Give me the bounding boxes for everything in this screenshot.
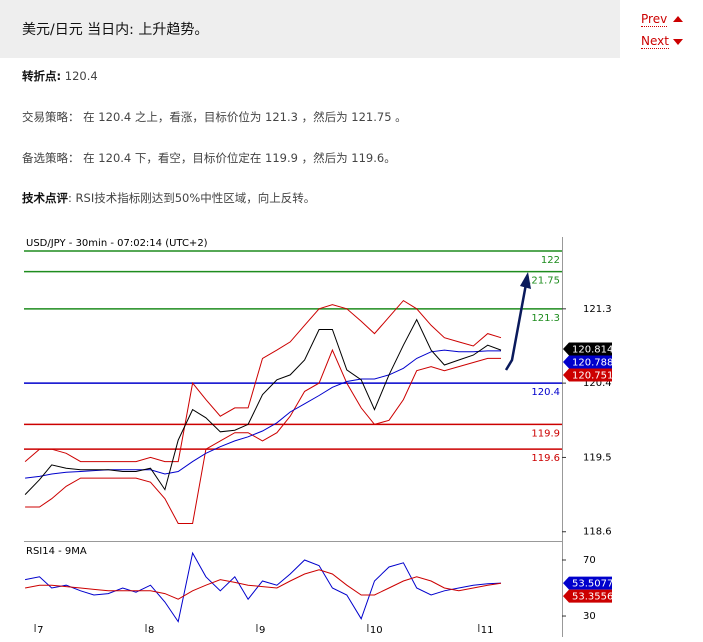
x-tick-label: 8 xyxy=(148,625,154,636)
alternative: 备选策略： 在 120.4 下，看空，目标价位定在 119.9 ，然后为 119… xyxy=(22,151,396,165)
forecast-arrowhead xyxy=(520,272,531,289)
pivot-text: 120.4 xyxy=(64,69,98,83)
price-tag xyxy=(563,368,612,382)
x-tick-label: 11 xyxy=(481,625,494,636)
level-label: 120.4 xyxy=(531,387,560,398)
price-tag xyxy=(563,342,612,356)
prev-icon xyxy=(673,16,683,22)
pivot: 转折点: 120.4 xyxy=(22,68,98,84)
series-line xyxy=(25,551,502,623)
level-label: 122 xyxy=(541,255,560,266)
price-tag xyxy=(563,576,612,590)
y-tick-label: 119.5 xyxy=(583,452,612,463)
level-label: 119.9 xyxy=(531,428,560,439)
y-tick-label: 118.6 xyxy=(583,527,612,538)
level-label: 121.75 xyxy=(525,276,560,287)
price-tag xyxy=(563,589,612,603)
next-link[interactable]: Next xyxy=(641,34,669,49)
price-tag-label: 120.788 xyxy=(572,357,613,368)
price-tag-label: 53.3556 xyxy=(572,592,613,603)
header: 美元/日元 当日内: 上升趋势。 xyxy=(0,0,620,58)
forecast-arrow xyxy=(504,283,528,371)
series-line xyxy=(25,348,501,524)
level-label: 121.3 xyxy=(531,313,560,324)
comment-text: : RSI技术指标刚达到50%中性区域，向上反转。 xyxy=(68,191,316,205)
next-icon xyxy=(673,39,683,45)
comment: 技术点评: RSI技术指标刚达到50%中性区域，向上反转。 xyxy=(22,190,315,206)
header-title: 美元/日元 当日内: 上升趋势。 xyxy=(22,22,209,38)
x-tick-label: 10 xyxy=(370,625,383,636)
price-tag xyxy=(563,355,612,369)
series-line xyxy=(25,349,501,479)
series-line xyxy=(25,569,502,600)
x-tick-label: 9 xyxy=(259,625,265,636)
y-tick-label: 30 xyxy=(583,611,596,622)
y-tick-label: 70 xyxy=(583,555,596,566)
comment-label: 技术点评 xyxy=(22,191,68,205)
level-label: 119.6 xyxy=(531,453,560,464)
pivot-label: 转折点: xyxy=(22,69,62,83)
series-line xyxy=(24,299,502,463)
strategy: 交易策略： 在 120.4 之上，看涨，目标价位为 121.3 ，然后为 121… xyxy=(22,110,407,124)
x-tick-label: 7 xyxy=(37,625,43,636)
price-tag-label: 120.751 xyxy=(572,370,613,381)
chart-title: USD/JPY - 30min - 07:02:14 (UTC+2) xyxy=(26,238,208,249)
series-line xyxy=(24,318,502,495)
y-tick-label: 121.3 xyxy=(583,304,612,315)
price-tag-label: 120.814 xyxy=(572,344,613,355)
rsi-title: RSI14 - 9MA xyxy=(26,546,87,557)
prev-link[interactable]: Prev xyxy=(641,12,668,27)
y-tick-label: 120.4 xyxy=(583,378,612,389)
price-tag-label: 53.5077 xyxy=(572,579,613,590)
